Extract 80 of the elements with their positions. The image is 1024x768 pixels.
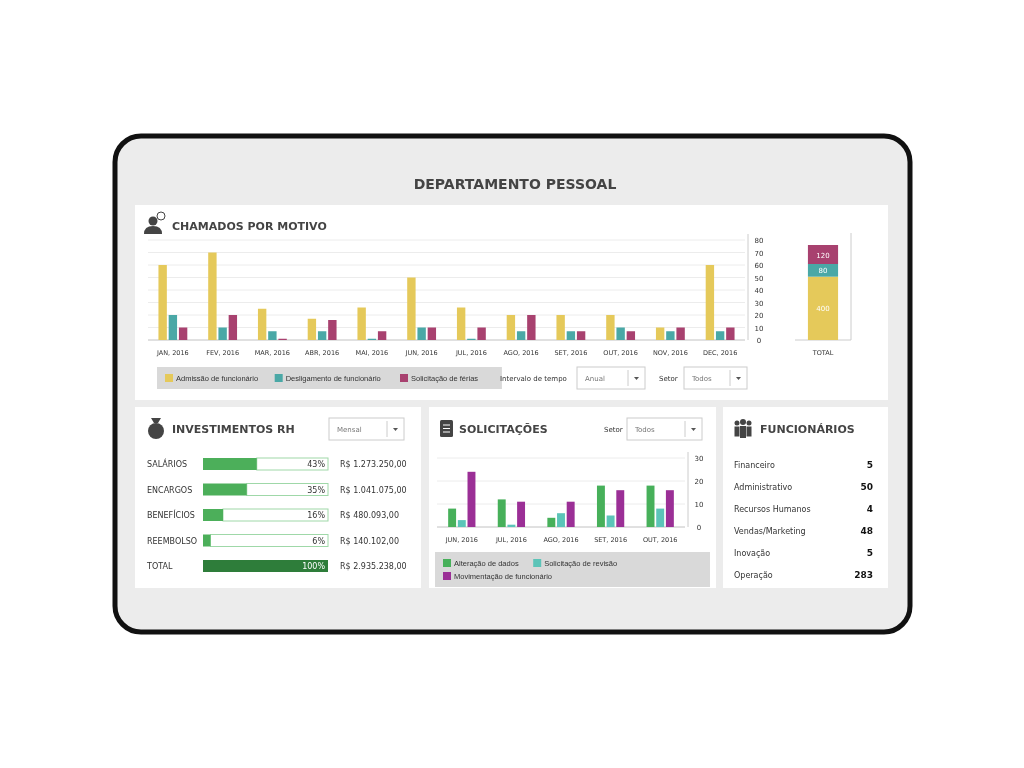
text: R$ 480.093,00 xyxy=(340,511,399,520)
data-label: 35% xyxy=(307,485,326,495)
bar xyxy=(203,509,223,521)
data-label: 48 xyxy=(860,526,873,536)
bar xyxy=(616,490,625,527)
bar xyxy=(506,315,516,340)
category-label: Vendas/Marketing xyxy=(734,527,806,536)
bar xyxy=(556,315,565,340)
data-label: 50 xyxy=(860,482,873,492)
bar xyxy=(596,485,605,527)
bar xyxy=(606,515,615,527)
text: R$ 140.102,00 xyxy=(340,536,399,546)
bar xyxy=(655,327,665,340)
text: R$ 1.273.250,00 xyxy=(340,460,407,469)
bar xyxy=(268,331,277,340)
bar xyxy=(168,315,178,340)
bar xyxy=(158,265,167,340)
bar xyxy=(606,315,615,340)
bar xyxy=(497,499,506,527)
data-label: 5 xyxy=(866,460,873,470)
bar xyxy=(457,520,466,527)
data-label: 6% xyxy=(312,536,326,546)
category-label: Administrativo xyxy=(734,483,793,492)
bar xyxy=(203,560,328,572)
category-label: Inovação xyxy=(734,549,771,558)
y-tick-label: ENCARGOS xyxy=(147,485,193,495)
bar xyxy=(576,331,586,340)
bar xyxy=(715,331,725,340)
category-label: Recursos Humanos xyxy=(734,505,811,514)
bar xyxy=(616,327,625,340)
bar xyxy=(317,331,327,340)
y-tick-label: SALÁRIOS xyxy=(147,458,188,469)
bar xyxy=(665,490,674,527)
text: R$ 2.935.238,00 xyxy=(340,562,407,571)
bar xyxy=(705,265,715,340)
text: DEPARTAMENTO PESSOAL xyxy=(413,176,617,192)
bar xyxy=(517,501,526,527)
chart-title: SOLICITAÇÕES xyxy=(459,423,548,436)
chart-title: CHAMADOS POR MOTIVO xyxy=(172,220,327,233)
data-label: 5 xyxy=(866,548,873,558)
bar xyxy=(547,517,556,527)
bar xyxy=(666,331,675,340)
bar xyxy=(726,327,735,340)
bar xyxy=(427,327,437,340)
bar xyxy=(307,318,317,340)
bar xyxy=(557,513,565,527)
bar xyxy=(456,307,466,340)
y-tick-label: BENEFÍCIOS xyxy=(147,509,195,520)
data-label: 4 xyxy=(866,504,873,514)
data-label: 283 xyxy=(854,570,873,580)
y-tick-label: TOTAL xyxy=(146,562,173,571)
y-tick-label: REEMBOLSO xyxy=(147,536,198,546)
category-label: Financeiro xyxy=(734,461,775,470)
bar xyxy=(656,508,665,527)
bar xyxy=(257,308,267,340)
category-label: Operação xyxy=(734,571,773,580)
bar xyxy=(208,252,217,340)
bar xyxy=(203,534,211,547)
bar xyxy=(448,508,457,527)
text: R$ 1.041.075,00 xyxy=(340,485,407,495)
bar xyxy=(178,327,188,340)
data-label: 16% xyxy=(307,511,326,520)
bar xyxy=(566,331,576,340)
bar xyxy=(228,315,238,340)
bar xyxy=(357,307,366,340)
bar xyxy=(566,501,575,527)
bar xyxy=(377,331,387,340)
text: FUNCIONÁRIOS xyxy=(760,423,855,436)
bar xyxy=(417,327,426,340)
bar xyxy=(626,331,636,340)
bar xyxy=(477,327,486,340)
bar xyxy=(407,277,416,340)
bar xyxy=(516,331,526,340)
chart-title: INVESTIMENTOS RH xyxy=(172,423,295,436)
bar xyxy=(527,315,536,340)
bar xyxy=(218,327,227,340)
bar xyxy=(676,327,685,340)
data-label: 100% xyxy=(302,562,326,571)
bar xyxy=(328,320,337,340)
data-label: 43% xyxy=(307,460,326,469)
